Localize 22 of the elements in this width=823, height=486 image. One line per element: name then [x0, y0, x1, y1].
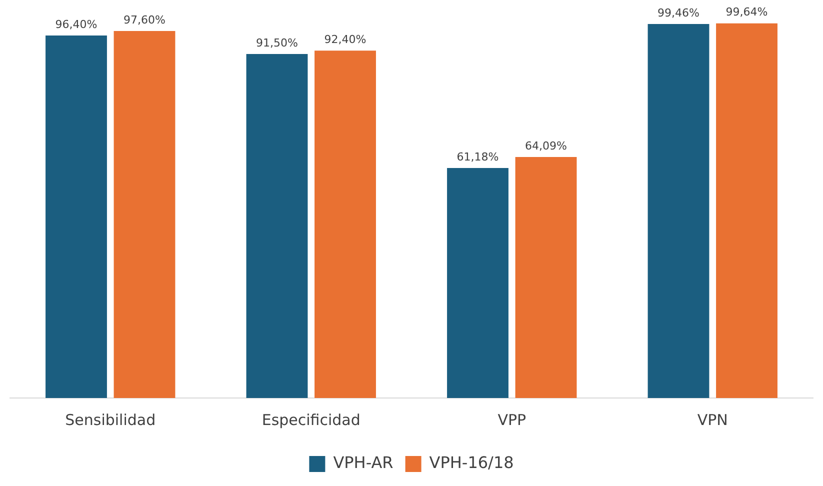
bar	[46, 36, 107, 398]
bar	[648, 24, 710, 398]
bar	[314, 50, 376, 398]
x-tick-label: VPP	[498, 410, 526, 429]
bar	[447, 168, 508, 398]
legend-label: VPH-16/18	[429, 453, 514, 472]
data-label: 91,50%	[256, 36, 298, 50]
bar	[716, 23, 778, 398]
data-label: 99,46%	[658, 6, 700, 20]
bar	[114, 31, 176, 398]
data-label: 92,40%	[324, 32, 366, 46]
bar	[246, 54, 308, 398]
data-label: 97,60%	[124, 13, 166, 26]
data-label: 61,18%	[456, 150, 499, 164]
data-label: 99,64%	[726, 6, 768, 19]
x-tick-label: Especificidad	[262, 410, 360, 429]
legend-label: VPH-AR	[333, 453, 394, 472]
data-label: 96,40%	[55, 18, 98, 31]
bar	[515, 157, 577, 398]
data-label: 64,09%	[525, 139, 567, 152]
x-tick-label: VPN	[697, 410, 728, 429]
x-tick-label: Sensibilidad	[65, 410, 156, 429]
